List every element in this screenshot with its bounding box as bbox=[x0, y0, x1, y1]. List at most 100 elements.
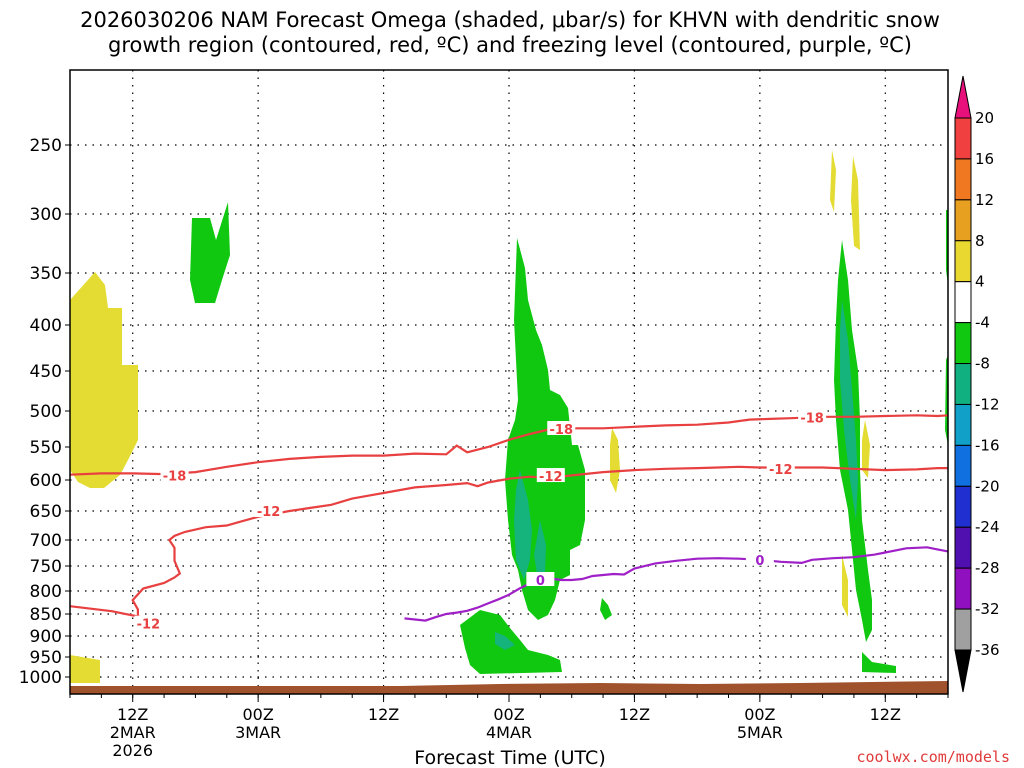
colorbar-label: -24 bbox=[975, 518, 1000, 536]
x-tick-label: 4MAR bbox=[486, 723, 532, 742]
y-tick-label: 750 bbox=[30, 557, 62, 577]
omega-shade-teal-right bbox=[840, 300, 858, 520]
colorbar-bottom-triangle bbox=[954, 649, 972, 693]
y-axis: 2503003504004505005506006507007508008509… bbox=[19, 136, 70, 688]
colorbar-label: -4 bbox=[975, 314, 990, 332]
chart-title-line-1: 2026030206 NAM Forecast Omega (shaded, μ… bbox=[80, 8, 940, 32]
plot-background bbox=[70, 70, 948, 694]
colorbar-bin bbox=[954, 403, 972, 446]
contour-label-bg bbox=[526, 572, 555, 586]
omega-shade-green-small bbox=[600, 598, 612, 620]
omega-shade-yellow-right-1 bbox=[830, 150, 836, 212]
x-tick-label: 3MAR bbox=[235, 723, 281, 742]
colorbar-bin bbox=[954, 526, 972, 569]
plot-area: -18 -18 -18 -12 -12 -12 -12 0 0 bbox=[69, 69, 949, 695]
omega-shade-yellow-bottom-left bbox=[70, 655, 100, 683]
credit-text: coolwx.com/models bbox=[856, 748, 1010, 766]
colorbar-label: -32 bbox=[975, 600, 1000, 618]
omega-shade-green-upper bbox=[190, 202, 230, 303]
contour-lines: -18 -18 -18 -12 -12 -12 -12 0 0 bbox=[69, 409, 949, 633]
omega-shade-yellow-left bbox=[70, 272, 138, 488]
y-tick-label: 450 bbox=[30, 362, 62, 382]
y-tick-label: 400 bbox=[30, 316, 62, 336]
colorbar-bin bbox=[954, 281, 972, 324]
y-tick-label: 550 bbox=[30, 438, 62, 458]
omega-shade-yellow-mid bbox=[610, 428, 620, 493]
contour-label-bg bbox=[254, 503, 283, 517]
surface-terrain bbox=[70, 681, 948, 694]
omega-shading bbox=[70, 150, 948, 683]
colorbar-bin bbox=[954, 117, 972, 160]
colorbar-label: -16 bbox=[975, 436, 1000, 454]
colorbar-label: 20 bbox=[975, 109, 994, 127]
contour-label-bg bbox=[547, 421, 576, 435]
colorbar-bin bbox=[954, 567, 972, 610]
x-tick-label: 5MAR bbox=[737, 723, 783, 742]
y-tick-label: 650 bbox=[30, 502, 62, 522]
omega-shade-teal-center bbox=[514, 470, 532, 580]
omega-shade-yellow-right-4 bbox=[842, 555, 848, 617]
y-tick-label: 900 bbox=[30, 627, 62, 647]
contour-label: -18 bbox=[550, 423, 574, 438]
y-tick-label: 250 bbox=[30, 136, 62, 156]
y-tick-label: 800 bbox=[30, 582, 62, 602]
contour-label: -12 bbox=[257, 505, 281, 520]
colorbar-label: 4 bbox=[975, 273, 985, 291]
contour-label: -18 bbox=[800, 411, 824, 426]
y-tick-label: 950 bbox=[30, 648, 62, 668]
colorbar-label: -8 bbox=[975, 355, 990, 373]
colorbar-bin bbox=[954, 158, 972, 201]
y-tick-label: 600 bbox=[30, 471, 62, 491]
y-tick-label: 700 bbox=[30, 531, 62, 551]
y-tick-label: 500 bbox=[30, 402, 62, 422]
x-tick-label: 2MAR bbox=[110, 723, 156, 742]
colorbar-bin bbox=[954, 608, 972, 651]
colorbar-bin bbox=[954, 485, 972, 528]
contour-label-bg bbox=[745, 551, 774, 566]
x-tick-label: 12Z bbox=[368, 705, 399, 724]
y-tick-label: 300 bbox=[30, 205, 62, 225]
colorbar-bin bbox=[954, 240, 972, 283]
colorbar-bin bbox=[954, 322, 972, 365]
contour-label-bg bbox=[798, 409, 827, 424]
omega-shade-yellow-right-3 bbox=[862, 420, 870, 478]
omega-shade-yellow-right-2 bbox=[851, 156, 860, 250]
contour-label: 0 bbox=[536, 574, 545, 589]
contour-label-bg bbox=[536, 468, 565, 483]
colorbar-label: 12 bbox=[975, 191, 994, 209]
x-tick-label: 00Z bbox=[744, 705, 775, 724]
contour-label-bg bbox=[766, 460, 795, 475]
x-tick-label: 12Z bbox=[117, 705, 148, 724]
contour-label: 0 bbox=[755, 554, 764, 569]
x-tick-label: 00Z bbox=[242, 705, 273, 724]
omega-shade-teal-lower bbox=[495, 632, 515, 650]
contour-line-1 bbox=[69, 465, 948, 625]
colorbar-label: 16 bbox=[975, 150, 994, 168]
colorbar-label: -12 bbox=[975, 395, 1000, 413]
contour-label: -12 bbox=[539, 470, 563, 485]
contour-line-2 bbox=[404, 546, 949, 622]
colorbar: 20 16 12 8 4 -4 -8 -12 -16 -20 -24 -28 -32 -36 bbox=[954, 75, 1000, 693]
y-tick-label: 350 bbox=[30, 264, 62, 284]
contour-label-bg bbox=[134, 615, 163, 630]
x-tick-label: 00Z bbox=[493, 705, 524, 724]
colorbar-bin bbox=[954, 363, 972, 405]
x-tick-label: 12Z bbox=[870, 705, 901, 724]
colorbar-label: -36 bbox=[975, 641, 1000, 659]
x-axis-label: Forecast Time (UTC) bbox=[414, 747, 605, 768]
omega-shade-green-right-small bbox=[862, 652, 896, 673]
chart-title-line-2: growth region (contoured, red, ºC) and f… bbox=[108, 33, 912, 57]
contour-label: -12 bbox=[137, 618, 161, 633]
colorbar-bin bbox=[954, 444, 972, 487]
contour-label-bg bbox=[160, 467, 189, 482]
x-tick-label: 2026 bbox=[112, 741, 153, 760]
contour-label: -12 bbox=[769, 463, 793, 478]
y-tick-label: 850 bbox=[30, 605, 62, 625]
x-tick-label: 12Z bbox=[619, 705, 650, 724]
y-tick-label: 1000 bbox=[19, 668, 62, 688]
omega-shade-teal-center-2 bbox=[534, 520, 546, 580]
contour-label: -18 bbox=[163, 469, 187, 484]
colorbar-bin bbox=[954, 199, 972, 242]
